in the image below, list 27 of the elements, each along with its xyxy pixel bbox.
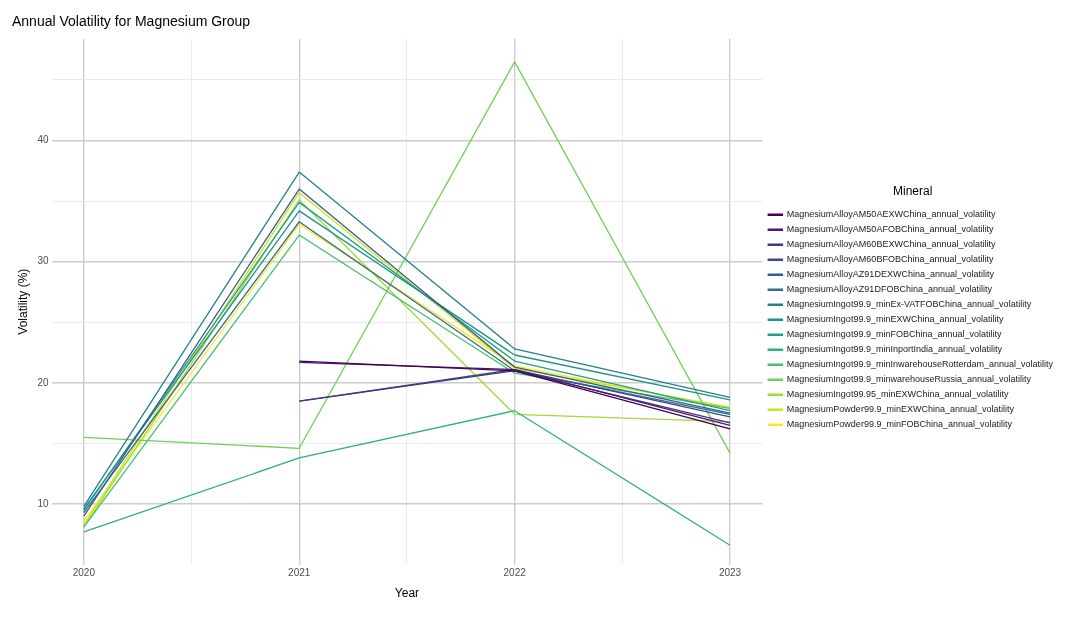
x-tick-label: 2020: [72, 567, 96, 579]
legend-title: Mineral: [892, 184, 933, 199]
legend-label: MagnesiumIngot99.9_minInportIndia_annual_volatility: [786, 344, 1003, 355]
legend-label: MagnesiumIngot99.9_minInwarehouseRotterdam_annual_volatility: [786, 359, 1054, 370]
y-tick-label: 10: [37, 497, 49, 509]
legend-label: MagnesiumIngot99.95_minEXWChina_annual_volatility: [786, 389, 1009, 400]
x-tick-label: 2022: [503, 567, 527, 579]
y-tick-label: 40: [37, 134, 49, 146]
legend-label: MagnesiumIngot99.9_minEx-VATFOBChina_annual_volatility: [786, 299, 1032, 310]
legend-label: MagnesiumAlloyAZ91DFOBChina_annual_volatility: [786, 284, 993, 295]
y-tick-label: 20: [37, 376, 49, 388]
y-axis-title: Volatility (%): [15, 268, 30, 335]
legend-label: MagnesiumIngot99.9_minFOBChina_annual_volatility: [786, 329, 1002, 340]
legend-label: MagnesiumAlloyAM60BEXWChina_annual_volatility: [786, 239, 996, 250]
legend-label: MagnesiumIngot99.9_minEXWChina_annual_volatility: [786, 314, 1004, 325]
legend-label: MagnesiumAlloyAM50AEXWChina_annual_volatility: [786, 209, 996, 220]
legend-label: MagnesiumPowder99.9_minFOBChina_annual_volatility: [786, 419, 1013, 430]
legend-label: MagnesiumAlloyAM60BFOBChina_annual_volatility: [786, 254, 994, 265]
y-tick-label: 30: [37, 255, 49, 267]
x-tick-label: 2023: [718, 567, 742, 579]
legend-label: MagnesiumAlloyAM50AFOBChina_annual_volatility: [786, 224, 994, 235]
x-tick-label: 2021: [288, 567, 311, 579]
chart-title: Annual Volatility for Magnesium Group: [12, 13, 251, 30]
legend-label: MagnesiumIngot99.9_minwarehouseRussia_annual_volatility: [786, 374, 1032, 385]
legend-label: MagnesiumPowder99.9_minEXWChina_annual_volatility: [786, 404, 1015, 415]
legend-label: MagnesiumAlloyAZ91DEXWChina_annual_volatility: [786, 269, 995, 280]
x-axis-title: Year: [394, 586, 420, 601]
